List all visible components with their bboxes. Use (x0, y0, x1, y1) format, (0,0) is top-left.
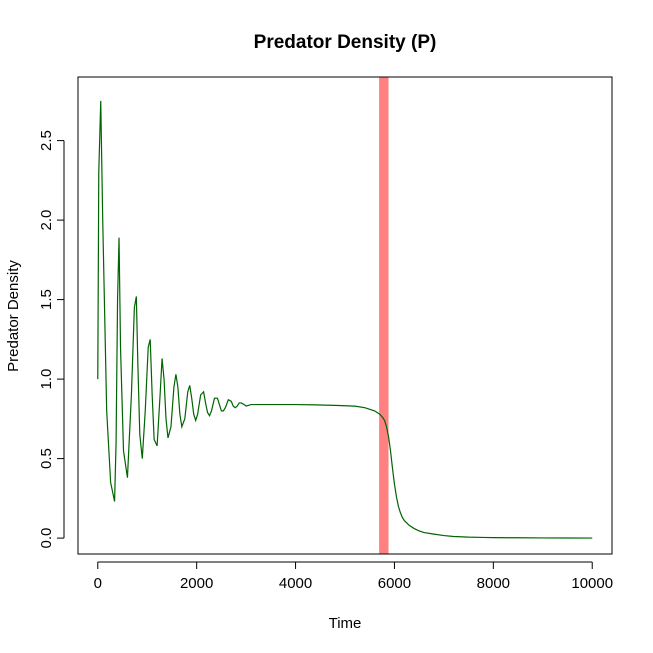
x-tick-label: 6000 (378, 575, 411, 592)
x-tick-label: 8000 (477, 575, 510, 592)
y-tick-label: 1.5 (38, 289, 55, 310)
y-tick-label: 0.5 (38, 448, 55, 469)
y-tick-label: 2.5 (38, 130, 55, 151)
x-tick-label: 2000 (180, 575, 213, 592)
x-tick-label: 10000 (571, 575, 613, 592)
y-tick-label: 2.0 (38, 210, 55, 231)
x-axis-label: Time (329, 615, 362, 632)
y-axis-label: Predator Density (5, 260, 22, 372)
x-tick-label: 0 (94, 575, 102, 592)
y-tick-label: 1.0 (38, 369, 55, 390)
x-tick-label: 4000 (279, 575, 312, 592)
series-line (97, 100, 593, 539)
y-tick-label: 0.0 (38, 528, 55, 549)
x-axis: 0 2000 4000 6000 8000 10000 (94, 561, 613, 592)
y-axis: 0.0 0.5 1.0 1.5 2.0 2.5 (38, 130, 65, 549)
chart-title: Predator Density (P) (254, 32, 437, 53)
plot-frame (77, 76, 613, 555)
highlight-band (379, 77, 389, 554)
